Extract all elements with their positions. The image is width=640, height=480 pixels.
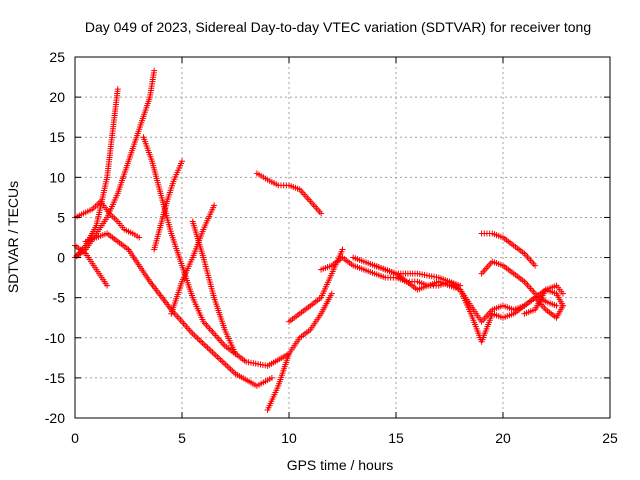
series-arc-5: [82, 230, 275, 389]
data-point: [211, 202, 218, 209]
data-point: [328, 290, 335, 297]
series-arc-12: [286, 246, 346, 325]
series-arc-17: [478, 258, 560, 309]
axis-ticks: [74, 56, 611, 419]
data-point: [559, 302, 566, 309]
x-tick-labels: 0 5 10 15 20 25: [71, 430, 618, 446]
grid: [75, 57, 610, 418]
data-point: [559, 290, 566, 297]
data-point: [114, 86, 121, 93]
x-tick-label: 25: [602, 430, 618, 446]
y-tick-label: -10: [45, 330, 65, 346]
y-tick-label: 25: [49, 49, 65, 65]
y-tick-label: -15: [45, 370, 65, 386]
series-arc-11: [264, 290, 335, 413]
series-arc-18: [521, 282, 566, 317]
y-tick-label: 20: [49, 89, 65, 105]
series-arc-6: [140, 134, 292, 369]
data-point: [532, 262, 539, 269]
y-axis-label: SDTVAR / TECUs: [5, 181, 21, 293]
data-point: [318, 210, 325, 217]
x-tick-label: 10: [281, 430, 297, 446]
series-arc-4: [72, 242, 111, 289]
y-tick-label: 0: [57, 250, 65, 266]
data-point: [179, 158, 185, 165]
x-tick-label: 5: [178, 430, 186, 446]
series-arc-15: [371, 262, 566, 345]
data-point: [339, 246, 346, 253]
y-tick-label: -20: [45, 410, 65, 426]
series-arc-7: [151, 158, 185, 253]
series-arc-10: [253, 170, 325, 217]
x-tick-label: 15: [388, 430, 404, 446]
data-point: [151, 67, 158, 74]
y-tick-label: -5: [53, 290, 66, 306]
data-point: [268, 374, 275, 381]
y-tick-label: 15: [49, 129, 65, 145]
y-tick-labels: -20 -15 -10 -5 0 5 10 15 20 25: [45, 49, 65, 426]
data-point: [232, 350, 239, 357]
x-tick-label: 20: [495, 430, 511, 446]
x-axis-label: GPS time / hours: [287, 457, 394, 473]
series-arc-16: [478, 230, 539, 269]
data-point: [553, 302, 560, 309]
series-arc-3: [72, 67, 158, 261]
chart-title: Day 049 of 2023, Sidereal Day-to-day VTE…: [85, 19, 591, 35]
data-points: [72, 67, 566, 413]
data-point: [136, 234, 143, 241]
y-tick-label: 10: [49, 169, 65, 185]
plot-frame: [74, 56, 611, 419]
series-arc-9: [189, 218, 239, 357]
x-tick-label: 0: [71, 430, 79, 446]
data-point: [104, 282, 111, 289]
y-tick-label: 5: [57, 209, 65, 225]
series-arc-2: [72, 86, 121, 261]
